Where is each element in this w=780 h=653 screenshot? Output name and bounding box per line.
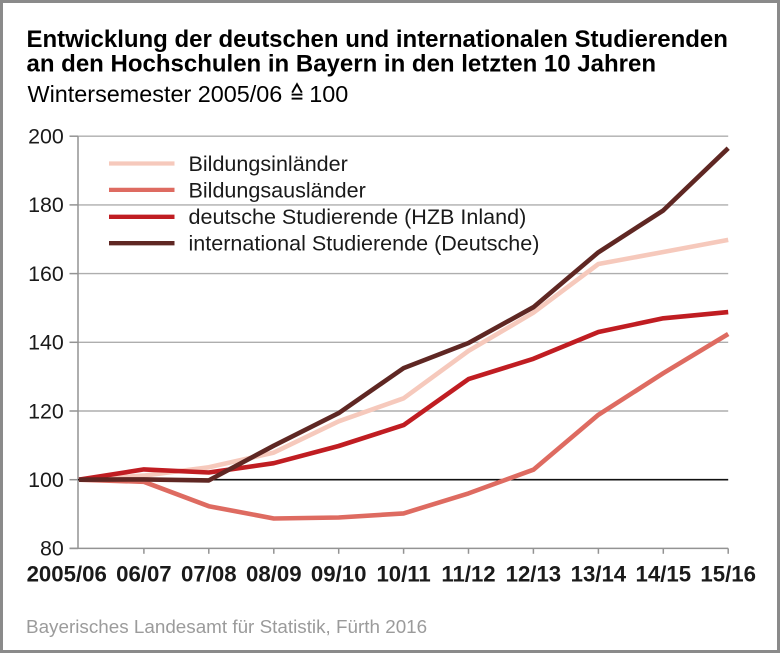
svg-text:Bildungsausländer: Bildungsausländer xyxy=(189,177,366,202)
svg-text:140: 140 xyxy=(28,331,64,355)
svg-text:200: 200 xyxy=(28,125,64,149)
svg-text:180: 180 xyxy=(28,193,64,217)
svg-text:10/11: 10/11 xyxy=(376,562,430,587)
svg-text:Wintersemester 2005/06: Wintersemester 2005/06 xyxy=(28,81,283,107)
svg-text:Bayerisches Landesamt für Stat: Bayerisches Landesamt für Statistik, Für… xyxy=(26,616,427,637)
svg-text:120: 120 xyxy=(28,399,64,423)
svg-text:06/07: 06/07 xyxy=(116,562,172,587)
svg-text:12/13: 12/13 xyxy=(506,562,562,587)
svg-text:an den Hochschulen in Bayern i: an den Hochschulen in Bayern in den letz… xyxy=(27,51,656,78)
svg-text:deutsche Studierende (HZB Inla: deutsche Studierende (HZB Inland) xyxy=(189,204,527,229)
svg-text:100: 100 xyxy=(309,81,348,107)
svg-text:Entwicklung der deutschen und: Entwicklung der deutschen und internatio… xyxy=(27,26,728,53)
svg-text:Bildungsinländer: Bildungsinländer xyxy=(189,151,348,176)
svg-text:160: 160 xyxy=(28,262,64,286)
svg-text:15/16: 15/16 xyxy=(700,562,756,587)
svg-text:11/12: 11/12 xyxy=(441,562,495,587)
svg-text:100: 100 xyxy=(28,468,64,492)
svg-text:13/14: 13/14 xyxy=(571,562,627,587)
svg-text:international Studierende (Deu: international Studierende (Deutsche) xyxy=(189,231,540,256)
svg-text:14/15: 14/15 xyxy=(636,562,692,587)
svg-text:08/09: 08/09 xyxy=(246,562,302,587)
svg-text:07/08: 07/08 xyxy=(181,562,237,587)
svg-text:09/10: 09/10 xyxy=(311,562,367,587)
svg-text:2005/06: 2005/06 xyxy=(27,562,107,587)
svg-text:80: 80 xyxy=(40,537,64,561)
